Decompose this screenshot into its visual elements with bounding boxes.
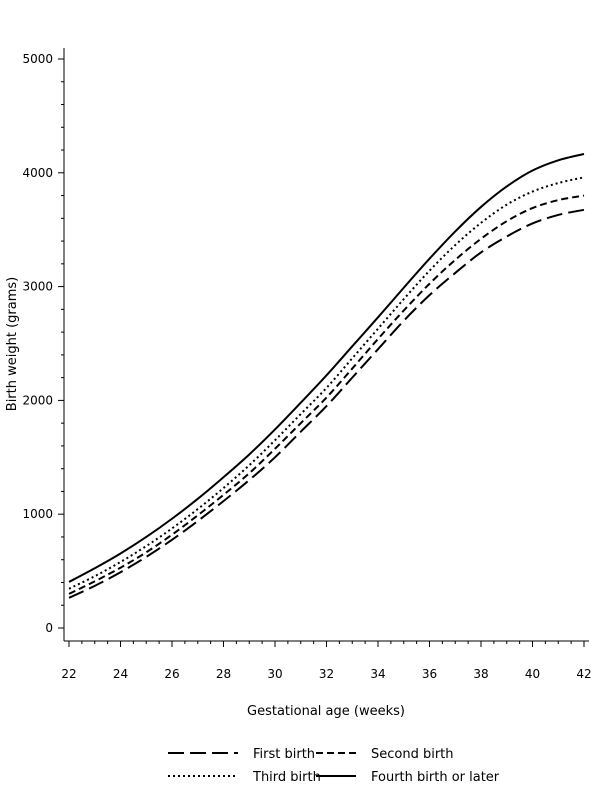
x-axis-ticks: 22 24 26 28 30 32 34 36 38 40 42 [61,641,592,681]
legend-item-third-birth: Third birth [168,770,321,785]
x-tick-label: 34 [370,667,385,681]
plot-area: 0 1000 2000 3000 4000 5000 22 24 26 28 30 32 34 36 38… [22,48,592,681]
series-line-second-birth [68,194,585,595]
x-tick-label: 36 [422,667,437,681]
x-tick-label: 32 [319,667,334,681]
y-axis-title: Birth weight (grams) [5,277,20,411]
legend-item-first-birth: First birth [168,747,315,762]
y-tick-label: 4000 [22,166,53,180]
y-tick-label: 0 [45,621,53,635]
series-line-third-birth [68,176,585,590]
x-tick-label: 28 [216,667,231,681]
x-tick-label: 26 [164,667,179,681]
legend-label-second-birth: Second birth [371,747,454,762]
series-lines [68,153,585,599]
y-tick-label: 2000 [22,393,53,407]
x-axis-title: Gestational age (weeks) [247,704,405,719]
x-tick-label: 38 [473,667,488,681]
x-tick-label: 22 [61,667,76,681]
y-tick-label: 5000 [22,52,53,66]
legend-label-third-birth: Third birth [252,770,321,785]
y-tick-label: 1000 [22,507,53,521]
x-tick-label: 42 [576,667,591,681]
legend-item-fourth-birth-or-later: Fourth birth or later [316,770,500,785]
x-tick-label: 24 [113,667,128,681]
legend-label-fourth-birth-or-later: Fourth birth or later [371,770,500,785]
x-tick-label: 40 [525,667,540,681]
x-tick-label: 30 [267,667,282,681]
y-axis-ticks: 0 1000 2000 3000 4000 5000 [22,52,64,635]
legend: First birth Second birth Third birth Fou… [168,747,500,785]
series-line-first-birth [68,208,585,599]
series-line-fourth-birth-or-later [68,153,585,583]
legend-item-second-birth: Second birth [316,747,454,762]
legend-label-first-birth: First birth [253,747,315,762]
y-tick-label: 3000 [22,280,53,294]
